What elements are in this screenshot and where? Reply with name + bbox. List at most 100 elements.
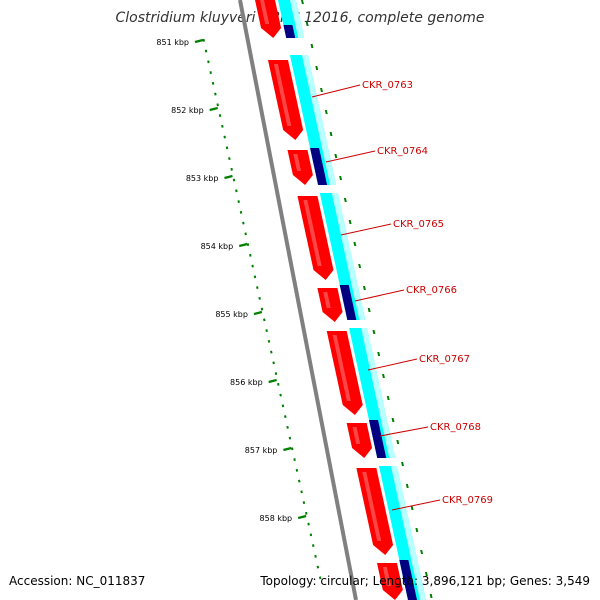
ruler-dot	[284, 415, 287, 419]
ruler-tick	[297, 514, 307, 520]
track-tick	[329, 132, 333, 136]
gene-labels: CKR_0763 CKR_0764 CKR_0765 CKR_0766 CKR_0767…	[311, 80, 493, 511]
track-tick	[310, 44, 314, 48]
ruler-dot	[295, 468, 299, 472]
ruler-dot	[274, 372, 278, 376]
cds-arrow-highlight	[362, 472, 382, 541]
ruler-dot	[304, 511, 308, 515]
ruler-dot	[265, 329, 268, 333]
genome-backbone-line	[238, 0, 358, 600]
ruler-dot	[300, 490, 303, 494]
ruler-dot	[297, 479, 301, 483]
feature-segment	[399, 560, 417, 600]
ruler-dot	[237, 200, 240, 204]
ruler-tick	[253, 310, 263, 316]
ruler-dot	[253, 275, 257, 279]
cds-arrow-highlight	[323, 292, 331, 308]
map-title: Clostridium kluyveri NBRC 12016, complet…	[115, 10, 485, 26]
feature-bar-edge	[301, 55, 337, 185]
ruler-dot	[202, 38, 205, 42]
gene-label: CKR_0763	[362, 80, 413, 91]
ruler-dot	[316, 565, 320, 569]
ruler-dot	[314, 554, 317, 558]
gene-leader-line	[391, 499, 441, 511]
genome-backbone	[238, 0, 358, 600]
ruler-dot	[309, 533, 313, 537]
feature-segment	[310, 148, 328, 185]
feature-segment	[368, 420, 387, 458]
ruler-dot	[225, 146, 229, 150]
ruler-dot	[293, 458, 296, 462]
track-tick	[405, 484, 409, 488]
ruler-dot	[209, 71, 212, 74]
ruler-dot	[249, 253, 252, 257]
ruler-dot	[244, 232, 247, 236]
cds-arrow	[317, 288, 343, 322]
track-tick	[367, 308, 371, 312]
ruler-dot	[235, 189, 238, 193]
track-tick	[391, 418, 395, 422]
kbp-tick-label: 851 kbp	[156, 38, 189, 47]
ruler-dot	[232, 178, 236, 182]
ruler-dot	[291, 447, 294, 451]
gene-leader-line	[367, 358, 418, 371]
gene-label: CKR_0764	[377, 146, 428, 157]
cds-arrow-highlight	[332, 335, 351, 401]
ruler-dot	[246, 243, 250, 247]
gene-leader-line	[311, 84, 361, 98]
gene-label: CKR_0769	[442, 495, 493, 506]
ruler-dot	[211, 81, 215, 85]
cds-arrow-highlight	[303, 200, 322, 266]
ruler-dot	[221, 124, 224, 128]
ruler-dot	[242, 221, 245, 225]
track-tick	[305, 22, 309, 26]
track-tick	[386, 396, 390, 400]
track-tick	[382, 374, 385, 378]
track-tick	[324, 110, 328, 114]
cds-arrow-highlight	[258, 0, 270, 24]
ruler-tick	[238, 242, 248, 248]
track-tick	[429, 594, 433, 598]
ruler-dot	[263, 318, 266, 322]
ruler-dot	[270, 350, 273, 354]
ruler-dot	[311, 544, 315, 548]
feature-bar-edge	[361, 328, 396, 458]
ruler-dot	[223, 135, 226, 139]
ruler-dot	[251, 264, 254, 268]
gene-label: CKR_0765	[393, 219, 444, 230]
kbp-tick-label: 858 kbp	[260, 514, 293, 523]
kbp-tick-label: 852 kbp	[171, 106, 204, 115]
track-tick	[343, 198, 347, 202]
gene-leader-line	[354, 289, 405, 302]
ruler-dot	[230, 167, 233, 171]
gene-leader-line	[379, 426, 429, 437]
ruler-dot	[258, 296, 261, 300]
gene-label: CKR_0768	[430, 422, 481, 433]
ruler-dot	[302, 501, 306, 505]
kbp-tick-label: 857 kbp	[245, 446, 278, 455]
cds-arrow	[346, 423, 373, 458]
ruler-dot	[281, 404, 285, 408]
track-tick	[301, 0, 304, 4]
ruler-dot	[286, 425, 289, 429]
ruler-dot	[239, 210, 243, 214]
feature-bar-edge	[287, 0, 305, 38]
ruler-dot	[277, 382, 280, 386]
track-tick	[424, 572, 428, 576]
gene-label: CKR_0767	[419, 354, 470, 365]
feature-segment	[283, 25, 296, 38]
gene-label: CKR_0766	[406, 285, 457, 296]
accession-label: Accession: NC_011837	[9, 574, 146, 588]
ruler-dot	[279, 393, 282, 397]
genome-summary: Topology: circular; Length: 3,896,121 bp…	[260, 574, 590, 588]
ruler-tick	[283, 446, 292, 452]
cds-arrow-highlight	[352, 427, 361, 444]
ruler-dot	[260, 307, 264, 311]
cds-arrow	[287, 150, 313, 185]
track-tick	[362, 286, 366, 290]
feature-bar-edge	[390, 466, 426, 600]
ruler-dot	[256, 286, 259, 290]
kbp-tick-label: 854 kbp	[201, 242, 234, 251]
track-tick	[315, 66, 319, 70]
track-tick	[348, 220, 352, 224]
